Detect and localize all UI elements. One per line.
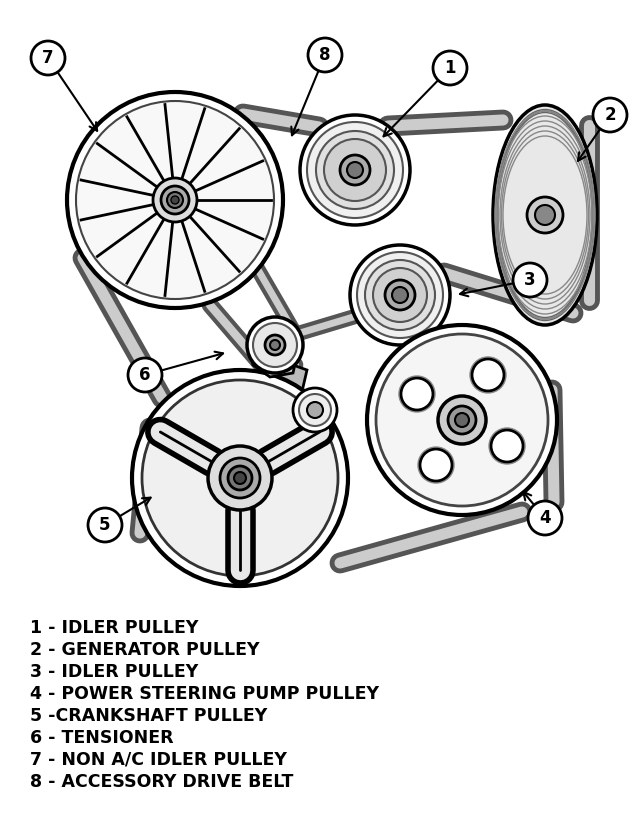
Circle shape xyxy=(316,131,394,209)
Circle shape xyxy=(208,446,272,510)
Circle shape xyxy=(513,263,547,297)
Circle shape xyxy=(527,197,563,233)
Circle shape xyxy=(347,162,363,178)
Text: 6 - TENSIONER: 6 - TENSIONER xyxy=(30,729,173,747)
Circle shape xyxy=(373,268,427,322)
Circle shape xyxy=(401,378,433,410)
Circle shape xyxy=(270,340,280,350)
Circle shape xyxy=(220,458,260,498)
Circle shape xyxy=(350,245,450,345)
Text: 6: 6 xyxy=(140,366,151,384)
Circle shape xyxy=(67,92,283,308)
Circle shape xyxy=(340,155,370,185)
Circle shape xyxy=(132,370,348,586)
Circle shape xyxy=(357,252,443,338)
Circle shape xyxy=(300,115,410,225)
Circle shape xyxy=(448,406,476,434)
Circle shape xyxy=(376,334,548,506)
Text: 5: 5 xyxy=(99,516,111,534)
Text: 3: 3 xyxy=(524,271,536,289)
Circle shape xyxy=(593,98,627,132)
Circle shape xyxy=(433,51,467,85)
Circle shape xyxy=(128,358,162,392)
Text: 1: 1 xyxy=(444,59,456,77)
Circle shape xyxy=(153,178,197,222)
Circle shape xyxy=(438,396,486,444)
Circle shape xyxy=(392,287,408,303)
Circle shape xyxy=(399,376,435,412)
Circle shape xyxy=(247,317,303,373)
Circle shape xyxy=(142,380,338,576)
Text: 4 - POWER STEERING PUMP PULLEY: 4 - POWER STEERING PUMP PULLEY xyxy=(30,685,379,703)
Circle shape xyxy=(491,430,523,462)
Circle shape xyxy=(265,335,285,355)
Ellipse shape xyxy=(493,105,597,325)
Text: 8 - ACCESSORY DRIVE BELT: 8 - ACCESSORY DRIVE BELT xyxy=(30,773,293,791)
Text: 7 - NON A/C IDLER PULLEY: 7 - NON A/C IDLER PULLEY xyxy=(30,751,287,769)
Circle shape xyxy=(307,122,403,218)
Ellipse shape xyxy=(493,105,597,325)
Circle shape xyxy=(365,260,435,330)
Circle shape xyxy=(31,41,65,75)
Polygon shape xyxy=(260,355,307,417)
Text: 3 - IDLER PULLEY: 3 - IDLER PULLEY xyxy=(30,663,198,681)
Circle shape xyxy=(455,413,469,427)
Circle shape xyxy=(167,192,183,208)
Text: 1 - IDLER PULLEY: 1 - IDLER PULLEY xyxy=(30,619,198,637)
Circle shape xyxy=(161,186,189,214)
Text: 2 - GENERATOR PULLEY: 2 - GENERATOR PULLEY xyxy=(30,641,259,659)
Text: 4: 4 xyxy=(539,509,551,527)
Circle shape xyxy=(420,449,452,481)
Circle shape xyxy=(528,501,562,535)
Circle shape xyxy=(228,466,252,490)
Text: 2: 2 xyxy=(604,106,616,124)
Circle shape xyxy=(472,359,504,391)
Circle shape xyxy=(171,196,179,204)
Circle shape xyxy=(234,472,246,484)
Text: 5 -CRANKSHAFT PULLEY: 5 -CRANKSHAFT PULLEY xyxy=(30,707,268,725)
Polygon shape xyxy=(250,325,297,377)
Circle shape xyxy=(299,394,331,426)
Text: 7: 7 xyxy=(42,49,54,67)
Circle shape xyxy=(367,325,557,515)
Circle shape xyxy=(535,205,555,225)
Circle shape xyxy=(470,357,506,393)
Circle shape xyxy=(308,38,342,72)
Circle shape xyxy=(489,428,525,464)
Circle shape xyxy=(324,139,386,201)
Circle shape xyxy=(293,388,337,432)
Circle shape xyxy=(307,402,323,418)
Circle shape xyxy=(76,101,274,299)
Circle shape xyxy=(88,508,122,542)
Text: 8: 8 xyxy=(319,46,331,64)
Circle shape xyxy=(385,280,415,310)
Circle shape xyxy=(253,323,297,367)
Circle shape xyxy=(418,447,454,483)
